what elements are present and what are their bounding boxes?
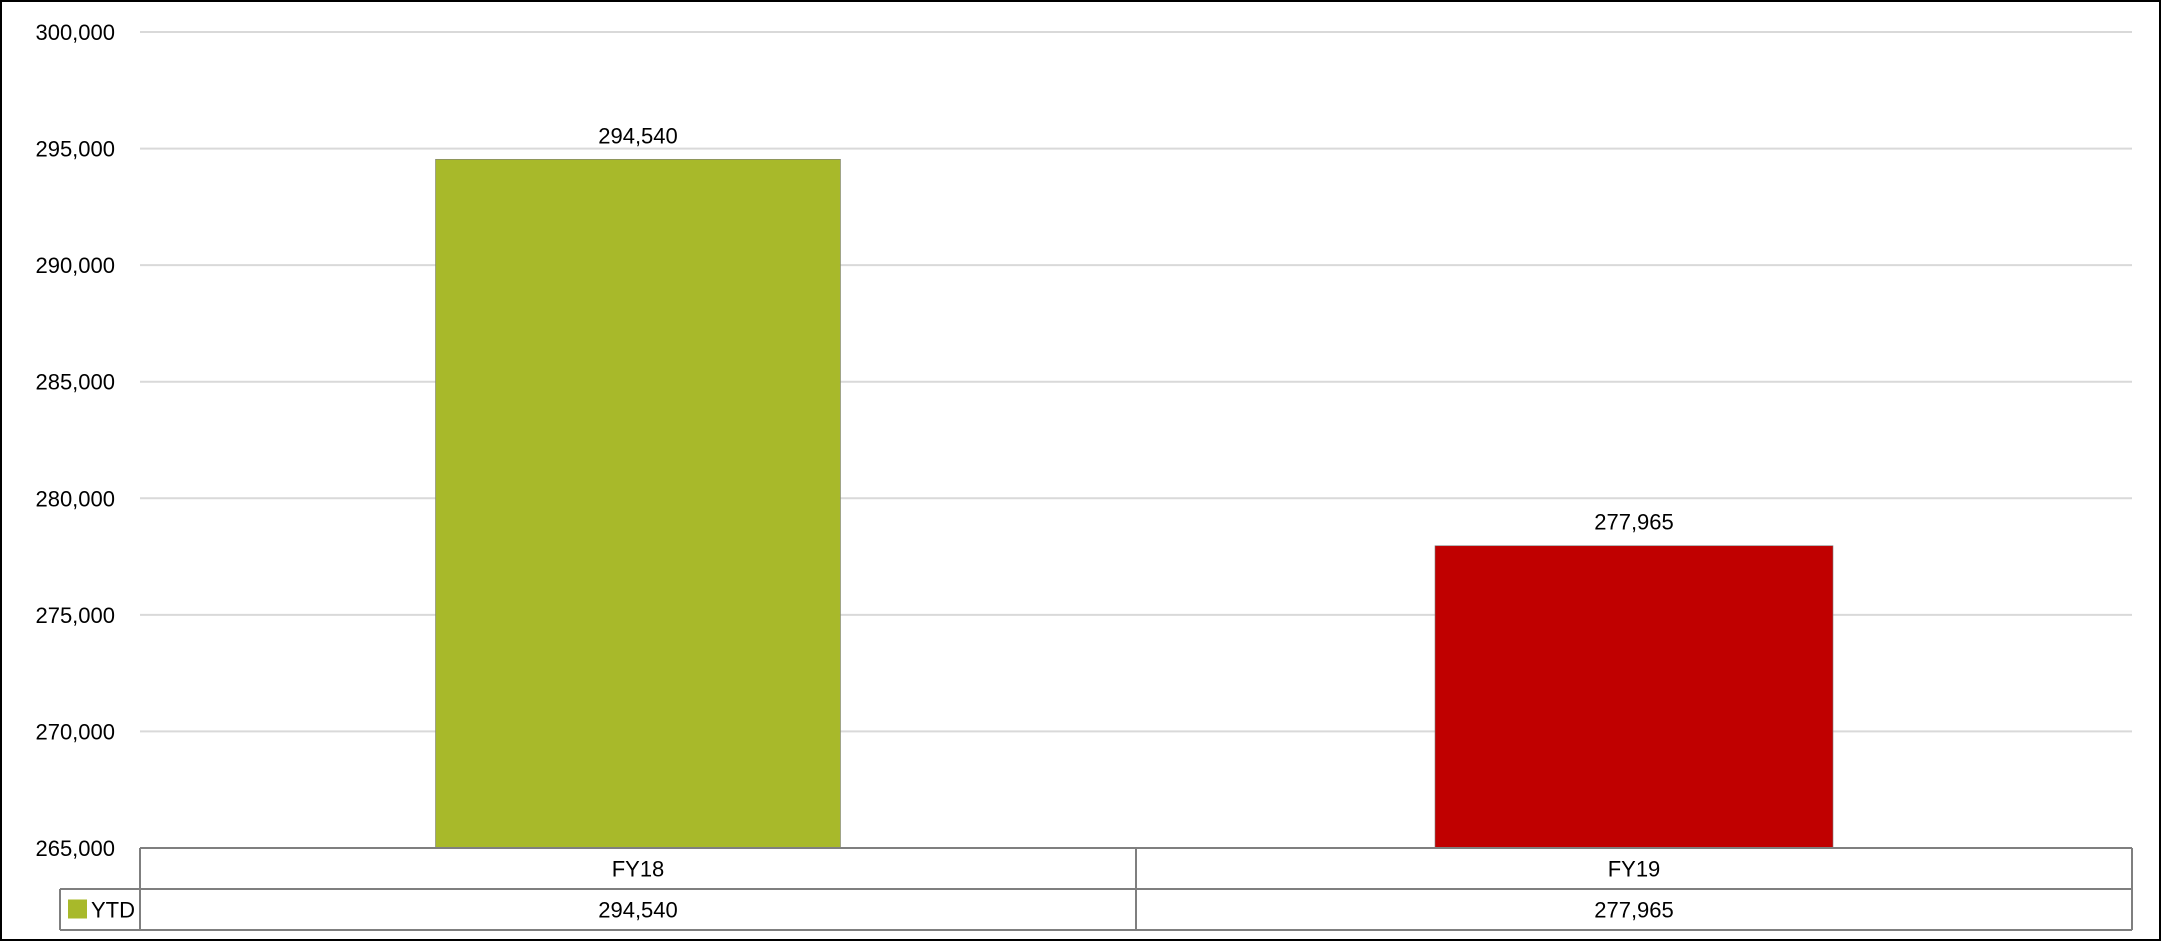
legend-label: YTD (91, 898, 135, 923)
category-label: FY19 (1608, 857, 1661, 882)
data-label: 277,965 (1594, 510, 1674, 535)
data-label: 294,540 (598, 123, 678, 148)
y-tick-label: 265,000 (35, 836, 115, 861)
data-labels: 294,540 277,965 (598, 123, 1674, 534)
bar (435, 158, 841, 849)
table-cell: 294,540 (598, 898, 678, 923)
y-tick-label: 290,000 (35, 253, 115, 278)
y-tick-label: 280,000 (35, 486, 115, 511)
y-axis-ticks: 265,000 270,000 275,000 280,000 285,000 290,0… (35, 20, 115, 861)
data-table: FY18 FY19 YTD 294,540 277,965 (59, 847, 2133, 931)
category-label: FY18 (612, 857, 665, 882)
bar (1434, 545, 1834, 849)
bars (435, 158, 1834, 849)
legend-swatch (68, 899, 87, 919)
y-tick-label: 295,000 (35, 137, 115, 162)
y-tick-label: 275,000 (35, 603, 115, 628)
y-tick-label: 270,000 (35, 719, 115, 744)
table-cell: 277,965 (1594, 898, 1674, 923)
y-tick-label: 300,000 (35, 20, 115, 45)
y-tick-label: 285,000 (35, 370, 115, 395)
